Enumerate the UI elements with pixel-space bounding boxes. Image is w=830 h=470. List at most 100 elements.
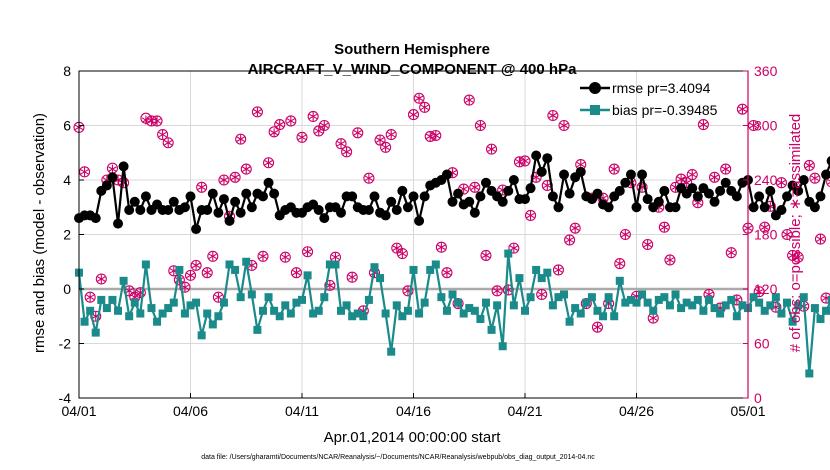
bias-point — [760, 306, 769, 315]
obs-possible-point — [307, 110, 319, 122]
rmse-point — [336, 207, 347, 218]
obs-assimilated-point — [258, 251, 268, 261]
rmse-point — [447, 196, 458, 207]
obs-possible-point — [775, 177, 788, 189]
obs-assimilated-point — [593, 322, 602, 332]
rmse-point — [179, 202, 190, 213]
obs-possible-point — [157, 129, 169, 141]
bias-point — [442, 306, 451, 315]
bias-point — [693, 295, 702, 304]
x-tick-label: 04/26 — [619, 403, 654, 419]
bias-point — [342, 301, 351, 310]
obs-possible-point — [536, 288, 548, 301]
obs-possible-point — [184, 269, 197, 281]
bias-point — [97, 295, 106, 304]
obs-assimilated-point — [760, 222, 769, 232]
bias-point — [732, 312, 741, 321]
obs-possible-point — [826, 176, 830, 188]
obs-possible-point — [218, 174, 230, 186]
rmse-point — [542, 153, 553, 164]
rmse-point — [703, 188, 714, 199]
bias-point — [359, 312, 368, 321]
rmse-point — [497, 196, 508, 207]
obs-assimilated-point — [660, 222, 669, 232]
rmse-point — [391, 204, 402, 215]
bias-point — [638, 290, 647, 299]
rmse-point — [213, 207, 224, 218]
obs-assimilated-point — [487, 144, 496, 154]
obs-possible-point — [485, 143, 498, 155]
bias-point — [532, 265, 541, 274]
bias-point — [147, 304, 156, 313]
bias-point — [621, 298, 630, 307]
x-axis-label: Apr.01,2014 00:00:00 start — [324, 429, 502, 446]
obs-possible-point — [781, 228, 793, 241]
bias-point — [654, 295, 663, 304]
obs-assimilated-point — [286, 116, 296, 126]
bias-point — [771, 293, 780, 302]
bias-point — [431, 260, 440, 269]
obs-assimilated-point — [80, 167, 89, 177]
rmse-point — [731, 191, 742, 202]
obs-assimilated-point — [571, 223, 580, 233]
obs-possible-point — [134, 287, 146, 299]
obs-assimilated-point — [348, 272, 357, 282]
obs-possible-point — [558, 119, 570, 132]
obs-possible-point — [435, 241, 447, 253]
x-tick-label: 04/11 — [285, 403, 319, 419]
rmse-point — [798, 175, 809, 185]
obs-assimilated-point — [308, 111, 318, 121]
obs-possible-point — [229, 171, 241, 183]
bias-point — [704, 295, 713, 304]
rmse-series — [74, 150, 830, 235]
bias-point — [242, 257, 251, 266]
obs-possible-point — [753, 286, 765, 298]
bias-point — [208, 320, 217, 329]
rmse-point — [592, 188, 603, 199]
rmse-point — [614, 185, 625, 196]
rmse-point — [453, 188, 464, 199]
obs-assimilated-point — [158, 130, 167, 140]
obs-assimilated-point — [264, 158, 273, 168]
obs-possible-point — [508, 242, 520, 254]
obs-assimilated-point — [236, 134, 245, 144]
bias-point — [677, 304, 686, 313]
obs-assimilated-point — [297, 132, 307, 142]
rmse-point — [670, 202, 681, 213]
rmse-point — [124, 204, 135, 215]
obs-assimilated-point — [727, 248, 736, 258]
obs-assimilated-point — [398, 249, 407, 259]
rmse-point — [90, 213, 101, 224]
bias-point — [426, 265, 435, 274]
bias-point — [643, 298, 652, 307]
obs-assimilated-point — [331, 252, 340, 262]
rmse-point — [559, 169, 570, 180]
rmse-point — [319, 213, 330, 224]
obs-possible-point — [363, 172, 375, 184]
bias-point — [158, 309, 167, 318]
obs-possible-point — [820, 292, 830, 304]
bias-point — [799, 293, 808, 302]
obs-possible-point — [720, 163, 732, 175]
rmse-point — [347, 191, 358, 202]
rmse-point — [520, 194, 530, 205]
obs-assimilated-point — [788, 250, 797, 260]
obs-possible-point — [296, 131, 308, 143]
rmse-point — [246, 202, 257, 213]
rmse-point — [257, 191, 268, 202]
ticks-layer: 04/01 04/06 04/11 04/16 04/21 04/26 05/01 -4 -2 0… — [59, 63, 778, 419]
rmse-point — [508, 175, 519, 185]
rmse-point — [163, 204, 174, 215]
rmse-point — [480, 177, 491, 188]
bias-point — [415, 309, 424, 318]
obs-possible-point — [240, 163, 252, 175]
y-tick-label: -4 — [59, 390, 72, 406]
bias-point — [671, 290, 680, 299]
bias-point — [320, 293, 329, 302]
y-tick-label: 4 — [63, 172, 71, 188]
bias-point — [130, 298, 139, 307]
bias-point — [766, 301, 775, 310]
rmse-point — [575, 166, 586, 177]
rmse-point — [118, 161, 129, 172]
obs-assimilated-point — [749, 121, 758, 130]
